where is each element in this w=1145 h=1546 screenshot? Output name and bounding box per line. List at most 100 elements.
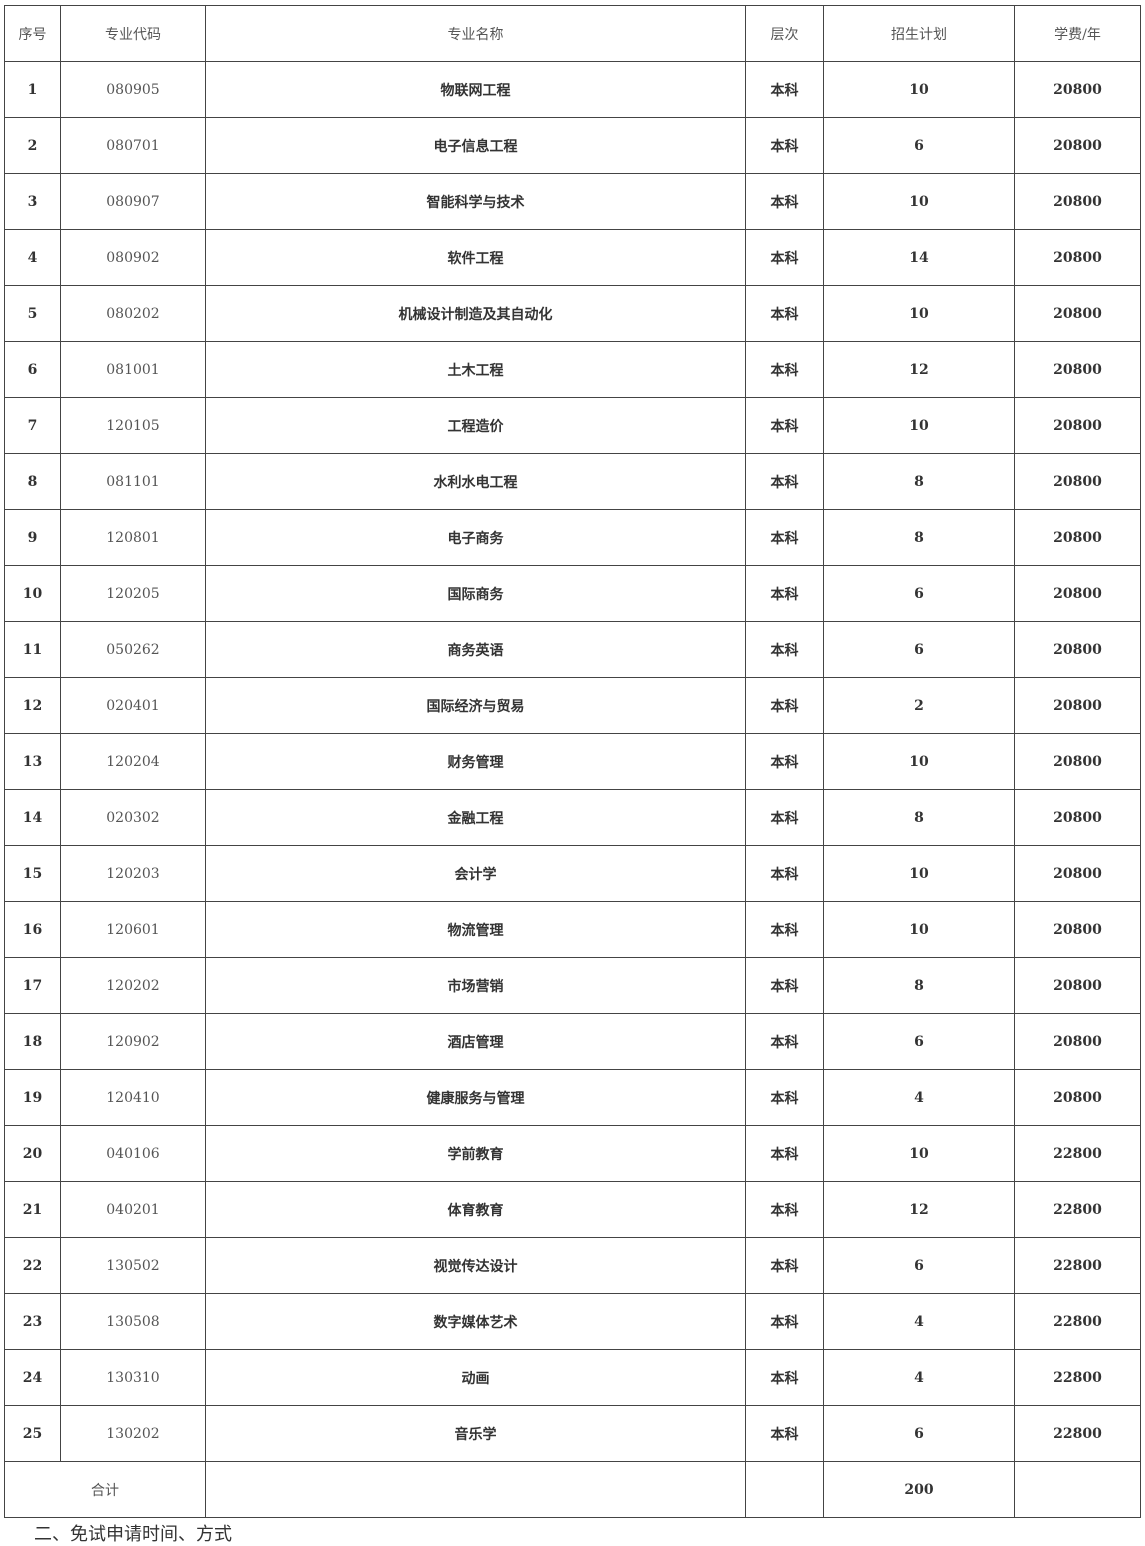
data-row: 13 120204 财务管理 本科 10 20800: [4, 733, 1141, 790]
empty-cell: [1014, 1461, 1141, 1518]
fee-cell: 20800: [1014, 397, 1141, 454]
fee-cell: 22800: [1014, 1125, 1141, 1182]
major-cell: 智能科学与技术: [205, 173, 746, 230]
fee-cell: 22800: [1014, 1237, 1141, 1294]
data-row: 8 081101 水利水电工程 本科 8 20800: [4, 453, 1141, 510]
fee-cell: 20800: [1014, 845, 1141, 902]
plan-cell: 10: [823, 285, 1015, 342]
total-row: 合计 200: [4, 1461, 1141, 1518]
data-row: 6 081001 土木工程 本科 12 20800: [4, 341, 1141, 398]
index-cell: 11: [4, 621, 61, 678]
plan-cell: 6: [823, 1013, 1015, 1070]
total-plan: 200: [823, 1461, 1015, 1518]
plan-cell: 12: [823, 341, 1015, 398]
header-row: 序号 专业代码 专业名称 层次 招生计划 学费/年: [4, 5, 1141, 62]
data-row: 23 130508 数字媒体艺术 本科 4 22800: [4, 1293, 1141, 1350]
code-cell: 050262: [60, 621, 206, 678]
data-row: 16 120601 物流管理 本科 10 20800: [4, 901, 1141, 958]
data-row: 1 080905 物联网工程 本科 10 20800: [4, 61, 1141, 118]
major-cell: 数字媒体艺术: [205, 1293, 746, 1350]
code-cell: 120105: [60, 397, 206, 454]
empty-cell: [205, 1461, 746, 1518]
major-cell: 财务管理: [205, 733, 746, 790]
fee-cell: 20800: [1014, 901, 1141, 958]
major-cell: 土木工程: [205, 341, 746, 398]
plan-cell: 4: [823, 1069, 1015, 1126]
major-cell: 音乐学: [205, 1405, 746, 1462]
fee-cell: 22800: [1014, 1181, 1141, 1238]
code-cell: 020401: [60, 677, 206, 734]
code-cell: 081001: [60, 341, 206, 398]
code-cell: 120205: [60, 565, 206, 622]
level-cell: 本科: [745, 733, 824, 790]
level-cell: 本科: [745, 789, 824, 846]
data-row: 10 120205 国际商务 本科 6 20800: [4, 565, 1141, 622]
fee-cell: 20800: [1014, 229, 1141, 286]
major-cell: 国际商务: [205, 565, 746, 622]
major-cell: 动画: [205, 1349, 746, 1406]
code-cell: 020302: [60, 789, 206, 846]
fee-cell: 20800: [1014, 621, 1141, 678]
code-cell: 080907: [60, 173, 206, 230]
plan-cell: 6: [823, 117, 1015, 174]
data-row: 4 080902 软件工程 本科 14 20800: [4, 229, 1141, 286]
level-cell: 本科: [745, 1405, 824, 1462]
index-cell: 21: [4, 1181, 61, 1238]
data-row: 18 120902 酒店管理 本科 6 20800: [4, 1013, 1141, 1070]
major-cell: 机械设计制造及其自动化: [205, 285, 746, 342]
index-cell: 23: [4, 1293, 61, 1350]
level-cell: 本科: [745, 1349, 824, 1406]
code-cell: 120902: [60, 1013, 206, 1070]
level-cell: 本科: [745, 957, 824, 1014]
total-label: 合计: [4, 1461, 206, 1518]
code-cell: 120202: [60, 957, 206, 1014]
header-cell: 学费/年: [1014, 5, 1141, 62]
plan-cell: 10: [823, 733, 1015, 790]
fee-cell: 20800: [1014, 285, 1141, 342]
major-cell: 水利水电工程: [205, 453, 746, 510]
fee-cell: 20800: [1014, 1069, 1141, 1126]
level-cell: 本科: [745, 341, 824, 398]
index-cell: 18: [4, 1013, 61, 1070]
code-cell: 080902: [60, 229, 206, 286]
fee-cell: 20800: [1014, 957, 1141, 1014]
plan-cell: 6: [823, 1405, 1015, 1462]
index-cell: 6: [4, 341, 61, 398]
plan-cell: 4: [823, 1293, 1015, 1350]
major-cell: 物联网工程: [205, 61, 746, 118]
index-cell: 13: [4, 733, 61, 790]
level-cell: 本科: [745, 677, 824, 734]
plan-cell: 10: [823, 845, 1015, 902]
major-cell: 商务英语: [205, 621, 746, 678]
level-cell: 本科: [745, 1013, 824, 1070]
level-cell: 本科: [745, 117, 824, 174]
data-row: 9 120801 电子商务 本科 8 20800: [4, 509, 1141, 566]
plan-cell: 4: [823, 1349, 1015, 1406]
fee-cell: 20800: [1014, 117, 1141, 174]
plan-cell: 8: [823, 509, 1015, 566]
code-cell: 120203: [60, 845, 206, 902]
code-cell: 040201: [60, 1181, 206, 1238]
data-row: 17 120202 市场营销 本科 8 20800: [4, 957, 1141, 1014]
plan-cell: 6: [823, 621, 1015, 678]
data-row: 21 040201 体育教育 本科 12 22800: [4, 1181, 1141, 1238]
level-cell: 本科: [745, 1237, 824, 1294]
data-row: 11 050262 商务英语 本科 6 20800: [4, 621, 1141, 678]
level-cell: 本科: [745, 397, 824, 454]
index-cell: 2: [4, 117, 61, 174]
plan-table: 序号 专业代码 专业名称 层次 招生计划 学费/年 1 080905 物联网工程 本科 10 2080…: [4, 5, 1141, 1518]
data-row: 19 120410 健康服务与管理 本科 4 20800: [4, 1069, 1141, 1126]
index-cell: 3: [4, 173, 61, 230]
fee-cell: 22800: [1014, 1349, 1141, 1406]
data-row: 25 130202 音乐学 本科 6 22800: [4, 1405, 1141, 1462]
index-cell: 7: [4, 397, 61, 454]
code-cell: 120410: [60, 1069, 206, 1126]
major-cell: 金融工程: [205, 789, 746, 846]
major-cell: 电子信息工程: [205, 117, 746, 174]
major-cell: 学前教育: [205, 1125, 746, 1182]
major-cell: 电子商务: [205, 509, 746, 566]
fee-cell: 22800: [1014, 1405, 1141, 1462]
index-cell: 1: [4, 61, 61, 118]
index-cell: 22: [4, 1237, 61, 1294]
level-cell: 本科: [745, 1069, 824, 1126]
